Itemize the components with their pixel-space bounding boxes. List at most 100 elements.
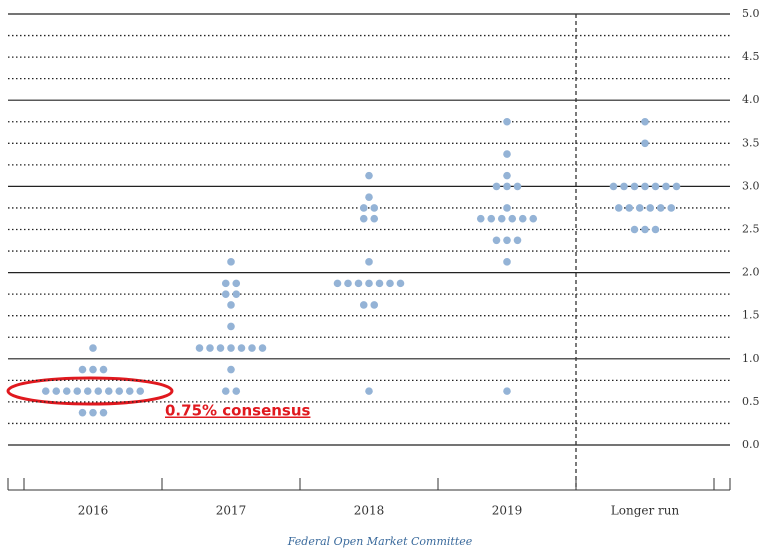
dot — [503, 204, 511, 212]
dot — [359, 214, 368, 223]
dot — [614, 204, 623, 212]
dot — [99, 408, 108, 417]
dot — [221, 279, 230, 288]
dot — [104, 387, 113, 395]
x-tick-label: 2016 — [78, 504, 109, 518]
dot — [248, 344, 256, 352]
dot — [78, 365, 87, 374]
dot — [672, 182, 681, 191]
dot — [492, 236, 501, 245]
dot — [513, 182, 522, 191]
y-tick-label: 4.0 — [742, 93, 760, 106]
y-tick-label: 0.0 — [742, 438, 760, 451]
x-tick-label: 2019 — [492, 504, 523, 518]
dot — [503, 258, 511, 266]
dot — [354, 279, 363, 288]
dot — [94, 387, 103, 395]
dot — [503, 171, 511, 180]
x-tick-label: 2018 — [354, 504, 385, 518]
dot — [487, 214, 496, 223]
dot — [136, 387, 145, 395]
dot — [365, 258, 373, 266]
dot — [237, 344, 246, 352]
dot — [52, 387, 61, 395]
dot — [492, 182, 501, 191]
annotation: 0.75% consensus — [165, 402, 311, 420]
dot — [635, 204, 644, 212]
dot — [227, 301, 235, 309]
dot — [221, 387, 230, 395]
y-tick-label: 5.0 — [742, 7, 760, 20]
dot — [89, 408, 97, 417]
dot — [513, 236, 522, 245]
source: Federal Open Market Committee — [287, 535, 473, 548]
dot — [99, 365, 108, 374]
dot — [386, 279, 394, 288]
x-tick-label: 2017 — [216, 504, 247, 518]
dot — [396, 279, 405, 288]
dot — [125, 387, 134, 395]
dot — [365, 279, 373, 288]
highlight-ellipse — [6, 376, 174, 406]
dot — [41, 387, 50, 395]
dot — [227, 344, 235, 352]
dot — [365, 171, 373, 180]
dot — [232, 290, 241, 298]
dot — [365, 387, 373, 395]
dot — [62, 387, 71, 395]
dot — [359, 204, 368, 212]
dot — [641, 225, 649, 234]
dot — [258, 344, 267, 352]
y-tick-label: 2.0 — [742, 266, 760, 279]
y-tick-label: 1.0 — [742, 352, 760, 365]
dot — [78, 408, 87, 417]
dot — [656, 204, 665, 212]
dot — [375, 279, 384, 288]
dot — [476, 214, 485, 223]
dot — [503, 182, 511, 191]
dot — [221, 290, 230, 298]
dot — [646, 204, 655, 212]
dot — [333, 279, 342, 288]
y-tick-label: 0.5 — [742, 395, 760, 408]
dot — [609, 182, 618, 191]
dot — [89, 344, 97, 352]
dot — [625, 204, 634, 212]
dot — [359, 301, 368, 309]
dot — [227, 258, 235, 266]
y-tick-label: 3.5 — [742, 136, 760, 149]
dot — [227, 322, 235, 331]
dot — [641, 139, 649, 148]
y-tick-label: 4.5 — [742, 50, 760, 63]
dot — [651, 182, 660, 191]
dot — [630, 182, 639, 191]
dot — [529, 214, 538, 223]
dot — [503, 387, 511, 395]
dot — [620, 182, 628, 191]
dot — [89, 365, 97, 374]
dot — [503, 236, 511, 245]
dot — [503, 150, 511, 158]
dot — [630, 225, 639, 234]
dot — [370, 204, 379, 212]
dot — [667, 204, 676, 212]
dot — [232, 279, 241, 288]
dot — [115, 387, 124, 395]
dot — [651, 225, 660, 234]
dot — [641, 182, 649, 191]
dot — [503, 117, 511, 126]
y-tick-label: 1.5 — [742, 309, 760, 322]
dot — [216, 344, 225, 352]
dot — [370, 214, 379, 223]
y-tick-label: 3.0 — [742, 179, 760, 192]
dot — [508, 214, 517, 223]
dot — [227, 365, 235, 374]
dot — [206, 344, 214, 352]
dot — [518, 214, 527, 223]
dot — [344, 279, 352, 288]
dot — [232, 387, 241, 395]
dot — [641, 117, 649, 126]
dot — [662, 182, 670, 191]
dot — [365, 193, 373, 201]
